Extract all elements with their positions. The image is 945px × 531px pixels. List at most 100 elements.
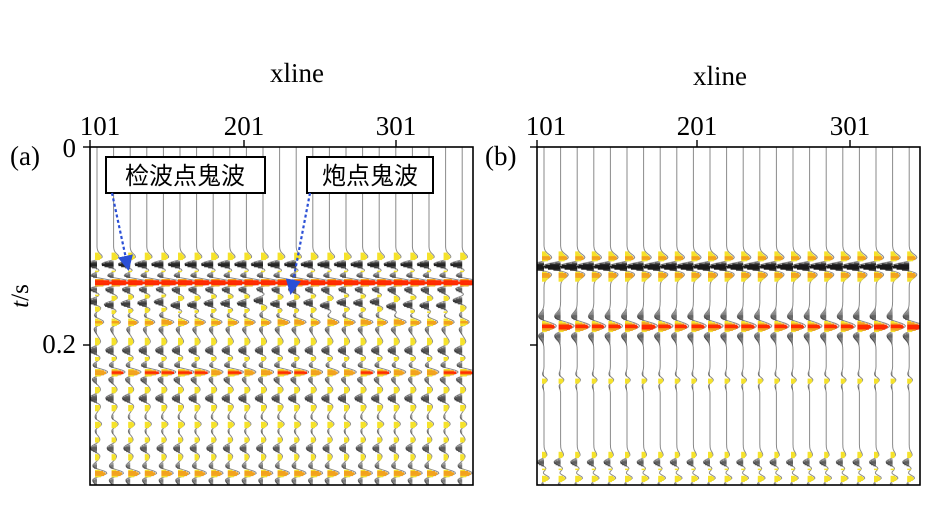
- trace-negative-fill: [209, 330, 214, 333]
- trace-positive-fill: [277, 406, 283, 408]
- trace-positive-fill: [774, 453, 779, 455]
- trace-positive-fill: [227, 409, 232, 412]
- trace-negative-fill: [244, 366, 247, 369]
- trace-negative-fill: [703, 461, 710, 463]
- trace-negative-fill: [426, 377, 429, 379]
- trace-positive-fill: [161, 389, 167, 391]
- trace-positive-fill: [327, 456, 332, 459]
- trace-positive-fill: [393, 387, 398, 389]
- trace-positive-fill: [294, 343, 298, 346]
- trace-positive-fill: [211, 358, 216, 360]
- trace-negative-fill: [377, 462, 380, 465]
- trace-negative-fill: [96, 297, 97, 299]
- trace-negative-fill: [775, 371, 777, 373]
- trace-negative-fill: [605, 317, 611, 319]
- trace-positive-fill: [625, 322, 632, 324]
- trace-positive-fill: [410, 425, 416, 427]
- trace-negative-fill: [244, 346, 247, 348]
- trace-negative-fill: [295, 307, 297, 310]
- trace-negative-fill: [234, 263, 247, 265]
- trace-negative-fill: [161, 462, 164, 465]
- trace-positive-fill: [377, 369, 384, 371]
- trace-positive-fill: [427, 408, 432, 411]
- trace-negative-fill: [106, 348, 114, 351]
- trace-negative-fill: [638, 463, 644, 466]
- trace-positive-fill: [327, 473, 338, 475]
- trace-positive-fill: [443, 387, 448, 389]
- trace-positive-fill: [277, 252, 282, 255]
- trace-negative-fill: [291, 347, 297, 349]
- trace-positive-fill: [144, 258, 150, 261]
- trace-negative-fill: [127, 483, 131, 485]
- trace-positive-fill: [625, 257, 634, 259]
- trace-positive-fill: [575, 327, 589, 329]
- trace-negative-fill: [691, 483, 694, 485]
- trace-negative-fill: [92, 261, 97, 263]
- trace-negative-fill: [261, 414, 263, 417]
- trace-positive-fill: [691, 252, 696, 255]
- trace-positive-fill: [591, 468, 596, 471]
- trace-negative-fill: [658, 342, 661, 345]
- trace-positive-fill: [443, 455, 448, 457]
- trace-negative-fill: [292, 353, 297, 355]
- trace-negative-fill: [442, 463, 446, 466]
- trace-negative-fill: [341, 378, 346, 381]
- trace-positive-fill: [310, 318, 315, 321]
- trace-positive-fill: [327, 297, 333, 299]
- trace-positive-fill: [691, 480, 695, 483]
- trace-negative-fill: [575, 310, 578, 312]
- trace-positive-fill: [244, 280, 259, 282]
- trace-negative-fill: [145, 333, 147, 335]
- trace-negative-fill: [410, 417, 413, 419]
- trace-positive-fill: [360, 307, 365, 310]
- trace-negative-fill: [375, 466, 380, 468]
- trace-positive-fill: [144, 340, 150, 342]
- trace-positive-fill: [460, 471, 469, 473]
- trace-positive-fill: [708, 480, 712, 483]
- trace-positive-fill: [261, 405, 266, 407]
- trace-positive-fill: [194, 473, 206, 475]
- trace-positive-fill: [344, 282, 362, 285]
- trace-negative-fill: [161, 430, 164, 432]
- trace-negative-fill: [742, 265, 760, 268]
- trace-negative-fill: [638, 262, 644, 264]
- trace-positive-fill: [111, 342, 117, 345]
- trace-negative-fill: [708, 310, 710, 312]
- trace-negative-fill: [704, 262, 710, 264]
- trace-negative-fill: [96, 383, 97, 385]
- trace-positive-fill: [344, 457, 349, 460]
- trace-negative-fill: [770, 335, 777, 337]
- trace-positive-fill: [658, 259, 665, 262]
- trace-positive-fill: [294, 437, 299, 439]
- trace-negative-fill: [109, 480, 114, 483]
- trace-positive-fill: [443, 472, 454, 474]
- trace-negative-fill: [571, 317, 578, 319]
- trace-positive-fill: [591, 251, 596, 253]
- trace-negative-fill: [294, 313, 297, 316]
- trace-negative-fill: [194, 316, 197, 318]
- trace-negative-fill: [224, 365, 230, 367]
- trace-positive-fill: [360, 472, 371, 474]
- trace-negative-fill: [256, 348, 263, 351]
- trace-positive-fill: [111, 369, 118, 371]
- trace-negative-fill: [111, 331, 114, 334]
- trace-negative-fill: [121, 304, 131, 306]
- trace-positive-fill: [310, 474, 320, 477]
- trace-negative-fill: [288, 351, 297, 353]
- trace-positive-fill: [641, 255, 649, 257]
- trace-positive-fill: [542, 259, 548, 262]
- trace-negative-fill: [442, 353, 446, 355]
- trace-negative-fill: [112, 300, 114, 303]
- trace-negative-fill: [194, 394, 197, 396]
- trace-negative-fill: [261, 417, 263, 419]
- trace-negative-fill: [588, 316, 594, 318]
- trace-positive-fill: [791, 378, 796, 381]
- trace-negative-fill: [460, 417, 463, 419]
- trace-negative-fill: [345, 354, 346, 357]
- trace-negative-fill: [453, 265, 463, 268]
- trace-negative-fill: [455, 348, 463, 351]
- trace-negative-fill: [427, 316, 429, 318]
- trace-negative-fill: [637, 462, 644, 465]
- trace-negative-fill: [211, 418, 214, 420]
- trace-positive-fill: [757, 275, 767, 277]
